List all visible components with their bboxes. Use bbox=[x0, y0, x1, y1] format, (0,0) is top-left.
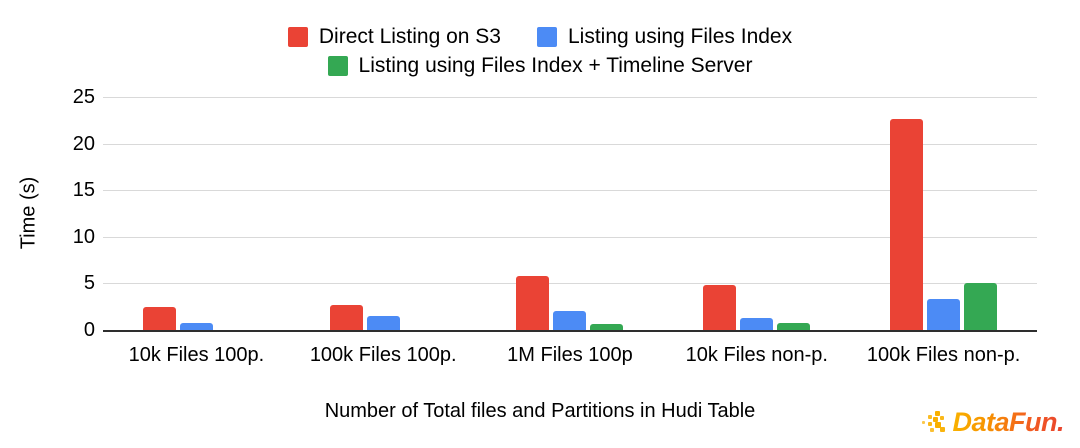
datafun-logo-text: DataFun. bbox=[952, 407, 1064, 437]
y-axis-ticks: 0 5 10 15 20 25 bbox=[28, 86, 95, 341]
x-category-label-2: 1M Files 100p bbox=[507, 344, 633, 366]
legend-item-2: Listing using Files Index + Timeline Ser… bbox=[327, 54, 753, 77]
gridline bbox=[103, 283, 1037, 285]
bar bbox=[590, 324, 624, 330]
x-axis-title: Number of Total files and Partitions in … bbox=[324, 400, 756, 422]
bar bbox=[179, 322, 213, 330]
bar bbox=[142, 306, 176, 330]
bar bbox=[777, 323, 811, 330]
y-tick-label: 15 bbox=[72, 179, 95, 202]
legend-swatch-icon bbox=[536, 27, 557, 47]
x-category-label-0: 10k Files 100p. bbox=[128, 344, 265, 366]
legend-label: Listing using Files Index bbox=[567, 25, 793, 48]
x-axis-labels: 10k Files 100p. 100k Files 100p. 1M Files … bbox=[103, 344, 1037, 367]
datafun-pixels-icon bbox=[922, 409, 946, 437]
bar bbox=[366, 316, 400, 330]
gridline bbox=[103, 190, 1037, 192]
bar-group-0 bbox=[142, 97, 250, 330]
gridline bbox=[103, 236, 1037, 238]
bar bbox=[740, 317, 774, 330]
legend-swatch-icon bbox=[287, 27, 308, 47]
legend-item-1: Listing using Files Index bbox=[536, 25, 793, 48]
bar-group-4 bbox=[890, 97, 998, 330]
bar bbox=[703, 285, 737, 330]
plot-area bbox=[103, 97, 1037, 332]
legend-label: Listing using Files Index + Timeline Ser… bbox=[358, 54, 753, 77]
x-category-label-3: 10k Files non-p. bbox=[685, 344, 828, 366]
bar-groups bbox=[103, 97, 1037, 330]
gridline bbox=[103, 143, 1037, 145]
y-tick-label: 20 bbox=[72, 132, 95, 155]
legend-label: Direct Listing on S3 bbox=[318, 25, 501, 48]
bar bbox=[890, 119, 924, 330]
x-category-label-4: 100k Files non-p. bbox=[866, 344, 1021, 366]
bar bbox=[329, 304, 363, 330]
y-tick-label: 5 bbox=[83, 272, 95, 295]
bar bbox=[927, 299, 961, 330]
bar bbox=[964, 283, 998, 330]
bar-group-1 bbox=[329, 97, 437, 330]
gridline bbox=[103, 97, 1037, 98]
y-tick-label: 0 bbox=[83, 319, 95, 341]
bar bbox=[553, 311, 587, 330]
bar-group-3 bbox=[703, 97, 811, 330]
y-tick-label: 25 bbox=[72, 86, 95, 108]
y-tick-label: 10 bbox=[72, 225, 95, 248]
bar-group-2 bbox=[516, 97, 624, 330]
datafun-logo: DataFun. bbox=[922, 407, 1064, 438]
x-category-label-1: 100k Files 100p. bbox=[309, 344, 457, 366]
legend-swatch-icon bbox=[327, 56, 348, 76]
legend-item-0: Direct Listing on S3 bbox=[287, 25, 501, 48]
bar bbox=[516, 275, 550, 330]
chart-legend: Direct Listing on S3 Listing using Files … bbox=[220, 26, 860, 77]
